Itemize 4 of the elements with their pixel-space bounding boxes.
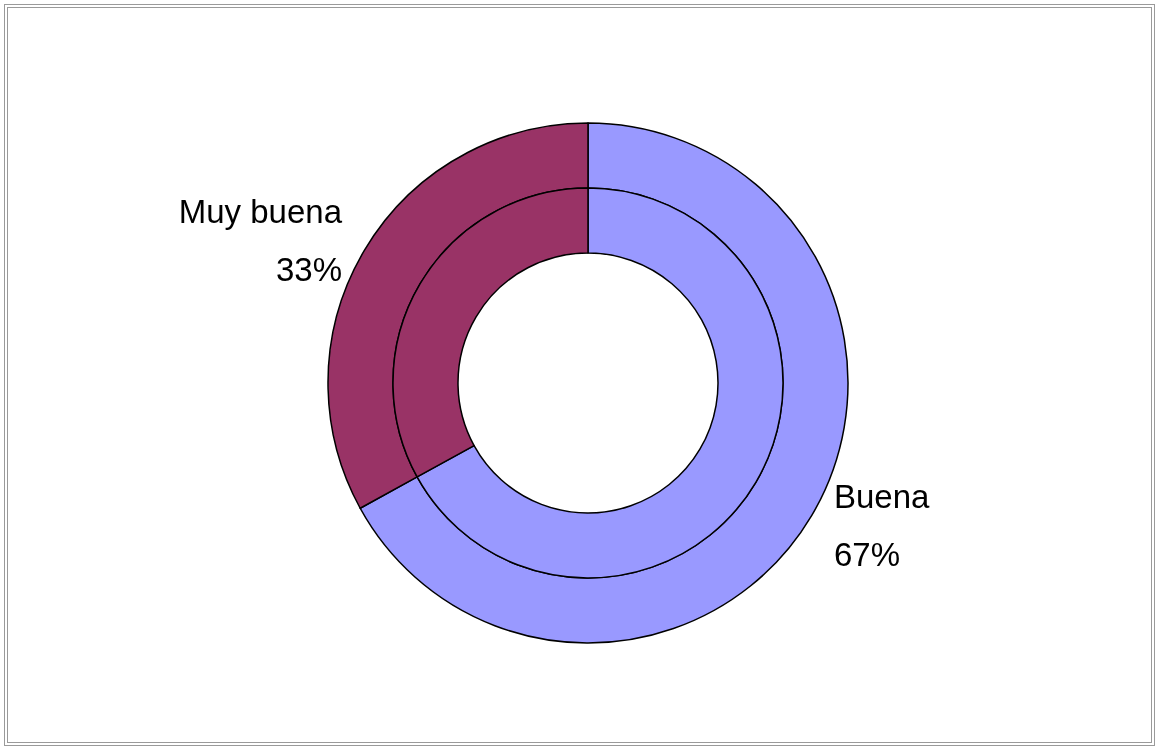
slice-label: Muy buena [178,192,343,230]
slice-label: Buena [834,478,931,516]
data-label: 67% [834,536,901,574]
data-label: 33% [275,250,342,288]
